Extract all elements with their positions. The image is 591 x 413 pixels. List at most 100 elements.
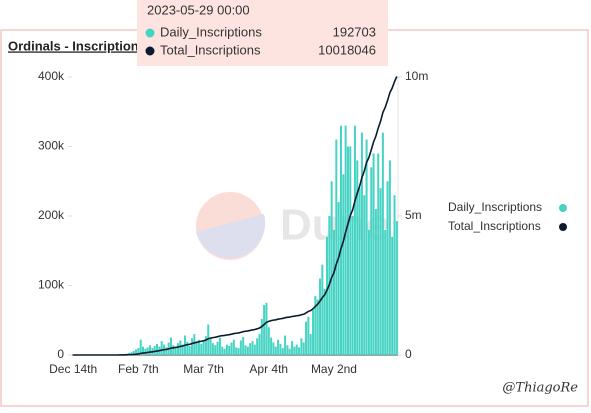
- bar: [372, 153, 375, 355]
- chart-title: Ordinals - Inscriptions: [8, 38, 146, 53]
- bar: [195, 342, 198, 355]
- bar: [272, 342, 275, 355]
- bar: [395, 221, 398, 355]
- bar: [388, 160, 391, 355]
- watermark-logo: [196, 192, 264, 260]
- bar: [288, 348, 291, 355]
- bar: [307, 316, 310, 355]
- y-tick-label: 400k: [38, 69, 65, 83]
- bar: [312, 309, 315, 355]
- bar: [300, 338, 303, 355]
- y-tick-label: 300k: [38, 139, 65, 153]
- bar: [216, 341, 219, 355]
- bar: [342, 174, 345, 355]
- bar: [186, 341, 189, 355]
- bar: [249, 343, 252, 355]
- bar: [200, 343, 203, 355]
- x-tick-label: Feb 7th: [118, 362, 159, 376]
- tooltip-marker: [145, 28, 155, 38]
- bar: [286, 345, 289, 355]
- bar: [128, 352, 131, 355]
- bar: [393, 195, 396, 355]
- tooltip-box: [137, 0, 388, 66]
- bar: [330, 181, 333, 355]
- legend: Daily_Inscriptions Total_Inscriptions: [448, 200, 567, 233]
- bar: [302, 342, 305, 355]
- bar: [356, 160, 359, 355]
- bar: [270, 337, 273, 355]
- bar: [144, 348, 147, 355]
- tooltip: 2023-05-29 00:00 Daily_Inscriptions Tota…: [137, 0, 388, 66]
- bar: [139, 339, 142, 355]
- bar: [181, 344, 184, 355]
- tooltip-value: 192703: [333, 24, 376, 39]
- bar: [333, 229, 335, 355]
- tooltip-marker: [145, 46, 155, 56]
- bar: [132, 350, 135, 355]
- bar: [351, 216, 354, 355]
- bar: [339, 125, 342, 356]
- bar: [211, 343, 214, 355]
- bar: [176, 343, 179, 355]
- bar: [230, 342, 233, 355]
- card: [0, 29, 589, 407]
- bar: [204, 336, 207, 355]
- legend-label: Daily_Inscriptions: [448, 200, 542, 214]
- bar: [258, 334, 261, 355]
- bar: [246, 346, 249, 355]
- bar: [223, 348, 226, 355]
- bar: [156, 343, 159, 355]
- legend-label: Total_Inscriptions: [448, 219, 541, 233]
- bar: [190, 338, 193, 355]
- bar: [349, 146, 352, 355]
- bar: [221, 346, 224, 355]
- bar: [344, 125, 347, 356]
- bar: [244, 345, 247, 355]
- bar: [251, 341, 254, 355]
- bar: [237, 348, 240, 355]
- bar: [353, 125, 356, 356]
- line: [73, 76, 398, 356]
- bar: [305, 321, 308, 355]
- x-tick-label: May 2nd: [311, 362, 357, 376]
- y2-tick-label: 0: [405, 347, 412, 361]
- bar: [391, 236, 394, 355]
- bar: [242, 336, 245, 355]
- bar: [225, 344, 228, 355]
- bar: [326, 236, 328, 355]
- bar: [153, 345, 156, 355]
- bar: [137, 348, 140, 355]
- bar: [381, 132, 384, 355]
- bar: [384, 229, 387, 355]
- bar: [370, 167, 373, 355]
- bar: [363, 195, 366, 355]
- watermark-logo-part: [196, 214, 266, 259]
- bar: [321, 264, 324, 355]
- bar: [146, 347, 149, 355]
- bar: [291, 341, 294, 355]
- bar: [174, 346, 177, 355]
- bar: [281, 348, 284, 355]
- bar: [260, 318, 263, 355]
- y-tick-label: 0: [57, 347, 64, 361]
- bar: [207, 324, 210, 355]
- x-tick-label: Mar 7th: [183, 362, 224, 376]
- bar: [263, 304, 266, 355]
- bar: [130, 352, 133, 355]
- bar: [323, 288, 326, 355]
- bar: [188, 345, 191, 355]
- bar: [379, 188, 382, 355]
- bar: [309, 334, 312, 355]
- bar: [253, 344, 256, 355]
- bar: [295, 344, 298, 355]
- bar: [256, 338, 259, 355]
- bar: [346, 146, 349, 355]
- bar: [209, 339, 212, 355]
- legend-marker: [559, 223, 567, 231]
- y2-tick-label: 10m: [405, 69, 428, 83]
- bar: [228, 345, 231, 355]
- bar: [267, 327, 270, 355]
- bar: [193, 334, 196, 355]
- bar: [160, 341, 163, 355]
